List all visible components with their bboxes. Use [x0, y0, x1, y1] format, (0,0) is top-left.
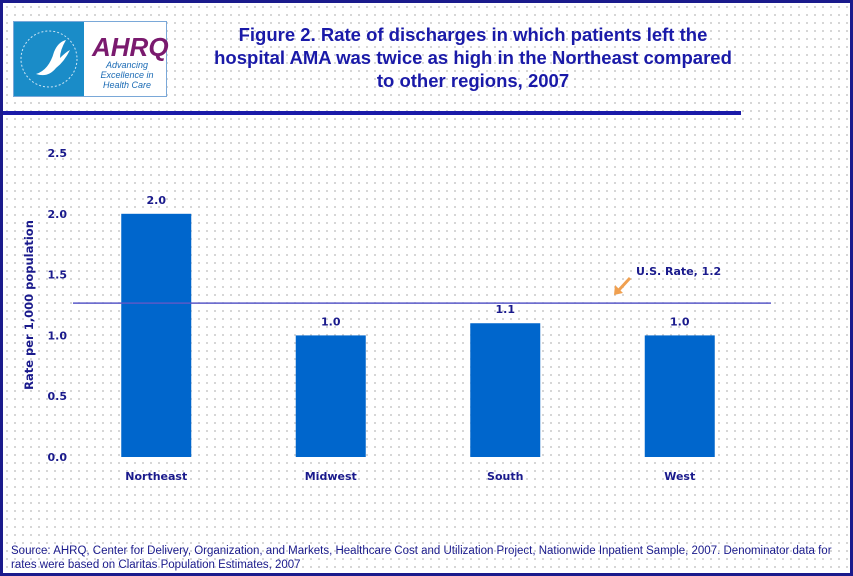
- y-tick-label: 2.0: [48, 208, 68, 221]
- y-tick-label: 1.5: [48, 269, 68, 282]
- y-tick-label: 2.5: [48, 147, 68, 160]
- bar-west: [644, 335, 715, 457]
- data-label: 1.0: [321, 315, 341, 328]
- x-tick-label: West: [664, 470, 695, 483]
- y-tick-label: 0.5: [48, 390, 68, 403]
- bar-south: [470, 323, 541, 457]
- header-divider: [3, 111, 741, 115]
- data-label: 1.0: [670, 315, 690, 328]
- bar-northeast: [121, 213, 192, 457]
- x-tick-label: South: [487, 470, 523, 483]
- us-rate-label: U.S. Rate, 1.2: [636, 265, 721, 278]
- arrow-icon: [616, 276, 632, 293]
- y-tick-label: 1.0: [48, 329, 68, 342]
- x-tick-label: Northeast: [125, 470, 187, 483]
- source-note: Source: AHRQ, Center for Delivery, Organ…: [11, 545, 832, 571]
- ahrq-logo: AHRQ Advancing Excellence in Health Care: [13, 21, 169, 97]
- hhs-eagle-logo: [14, 22, 84, 96]
- ahrq-wordmark: AHRQ: [92, 32, 169, 62]
- y-tick-label: 0.0: [48, 451, 68, 464]
- chart-title: Figure 2. Rate of discharges in which pa…: [214, 24, 732, 91]
- bar-midwest: [295, 335, 366, 457]
- data-label: 2.0: [147, 194, 167, 207]
- logo-tagline: Advancing Excellence in Health Care: [100, 60, 154, 90]
- x-tick-label: Midwest: [305, 470, 357, 483]
- arrow-head-icon: [614, 285, 623, 295]
- y-axis-label: Rate per 1,000 population: [22, 220, 36, 390]
- data-label: 1.1: [496, 303, 516, 316]
- bar-chart: 0.0 0.5 1.0 1.5 2.0 2.5 Rate per 1,000 populat…: [22, 147, 771, 483]
